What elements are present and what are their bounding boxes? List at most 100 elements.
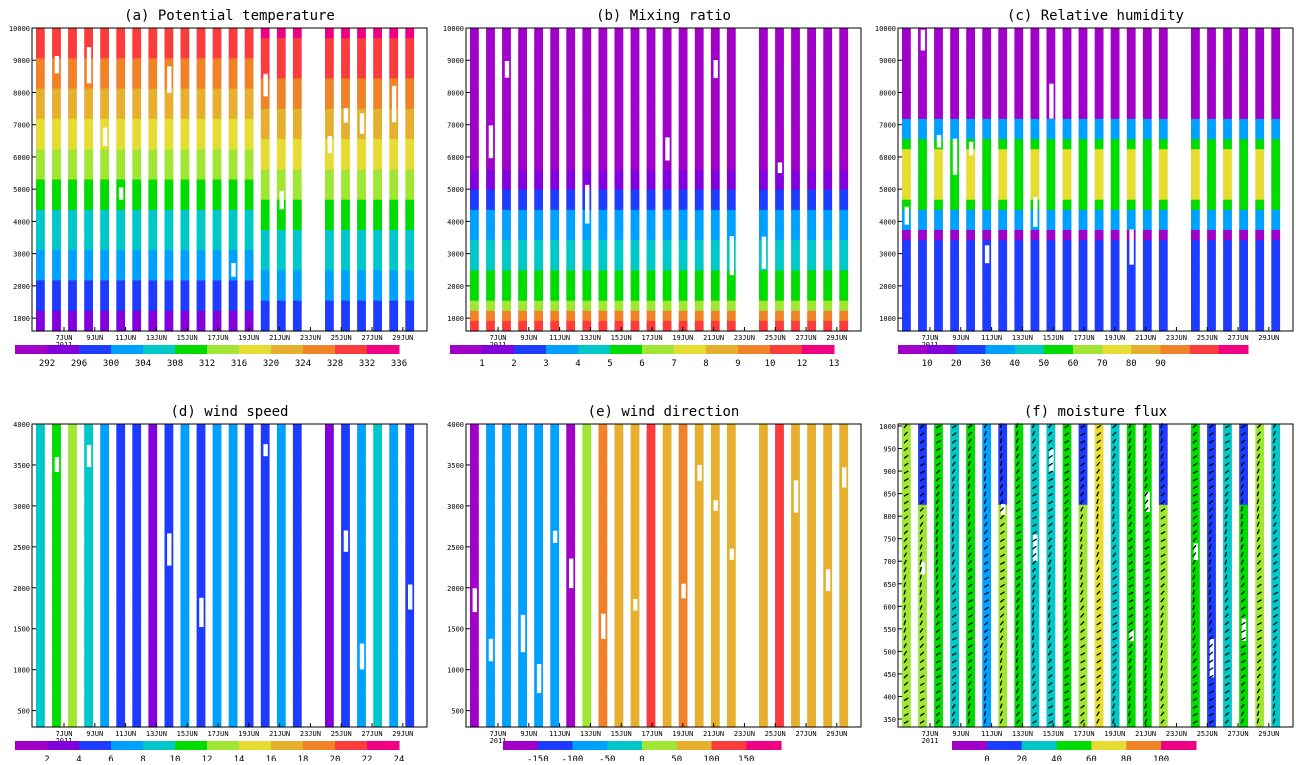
data-cell bbox=[966, 159, 975, 170]
data-cell bbox=[277, 656, 286, 667]
data-cell bbox=[950, 291, 959, 302]
data-cell bbox=[341, 687, 350, 698]
data-cell bbox=[934, 38, 943, 49]
data-cell bbox=[1079, 159, 1088, 170]
data-cell bbox=[550, 505, 559, 516]
data-cell bbox=[1031, 291, 1040, 302]
data-cell bbox=[695, 301, 704, 312]
data-cell bbox=[470, 485, 479, 496]
data-cell bbox=[470, 99, 479, 110]
data-cell bbox=[663, 48, 672, 59]
data-cell bbox=[486, 717, 495, 728]
data-cell bbox=[566, 301, 575, 312]
data-cell bbox=[197, 250, 206, 261]
data-cell bbox=[950, 717, 959, 728]
data-cell bbox=[116, 89, 125, 100]
missing-data bbox=[231, 263, 235, 277]
data-cell bbox=[52, 697, 61, 708]
panel-b: (b) Mixing ratio100009000800070006000500… bbox=[443, 8, 861, 369]
y-tick-label: 1000 bbox=[447, 315, 464, 323]
data-cell bbox=[100, 505, 109, 516]
data-cell bbox=[1255, 210, 1264, 221]
data-cell bbox=[582, 240, 591, 251]
data-cell bbox=[1095, 586, 1104, 597]
data-cell bbox=[1079, 505, 1088, 516]
data-cell bbox=[695, 535, 704, 546]
data-cell bbox=[615, 99, 624, 110]
missing-data bbox=[521, 615, 525, 652]
data-cell bbox=[261, 149, 270, 160]
data-cell bbox=[647, 230, 656, 241]
data-cell bbox=[470, 687, 479, 698]
data-cell bbox=[1207, 159, 1216, 170]
data-cell bbox=[679, 79, 688, 90]
data-cell bbox=[52, 656, 61, 667]
data-cell bbox=[727, 444, 736, 455]
data-cell bbox=[679, 38, 688, 49]
data-cell bbox=[695, 424, 704, 435]
data-cell bbox=[52, 79, 61, 90]
data-cell bbox=[1271, 717, 1280, 728]
data-cell bbox=[213, 260, 222, 271]
data-cell bbox=[148, 281, 157, 292]
data-cell bbox=[213, 596, 222, 607]
data-cell bbox=[229, 169, 238, 180]
data-cell bbox=[68, 190, 77, 201]
data-cell bbox=[615, 68, 624, 79]
data-cell bbox=[982, 687, 991, 698]
data-cell bbox=[1159, 515, 1168, 526]
data-cell bbox=[1095, 200, 1104, 211]
data-cell bbox=[36, 230, 45, 241]
data-cell bbox=[229, 666, 238, 677]
data-cell bbox=[1159, 240, 1168, 251]
data-cell bbox=[599, 697, 608, 708]
data-cell bbox=[934, 525, 943, 536]
data-cell bbox=[998, 646, 1007, 657]
data-cell bbox=[550, 687, 559, 698]
data-cell bbox=[663, 311, 672, 322]
data-cell bbox=[132, 119, 141, 130]
data-cell bbox=[918, 606, 927, 617]
data-cell bbox=[615, 79, 624, 90]
data-cell bbox=[1239, 535, 1248, 546]
data-cell bbox=[679, 424, 688, 435]
data-cell bbox=[615, 535, 624, 546]
x-tick-label: 11JUN bbox=[549, 730, 570, 738]
data-cell bbox=[357, 28, 366, 39]
data-cell bbox=[36, 99, 45, 110]
data-cell bbox=[502, 240, 511, 251]
data-cell bbox=[277, 270, 286, 281]
data-cell bbox=[36, 485, 45, 496]
missing-data bbox=[263, 74, 267, 97]
data-cell bbox=[918, 311, 927, 322]
data-cell bbox=[148, 28, 157, 39]
data-cell bbox=[566, 596, 575, 607]
data-cell bbox=[1079, 89, 1088, 100]
data-cell bbox=[791, 220, 800, 231]
data-cell bbox=[1143, 717, 1152, 728]
data-cell bbox=[52, 210, 61, 221]
data-cell bbox=[373, 505, 382, 516]
data-cell bbox=[100, 656, 109, 667]
data-cell bbox=[775, 38, 784, 49]
data-cell bbox=[839, 190, 848, 201]
data-cell bbox=[615, 656, 624, 667]
data-cell bbox=[213, 495, 222, 506]
data-cell bbox=[1047, 565, 1056, 576]
data-cell bbox=[1239, 89, 1248, 100]
data-cell bbox=[759, 535, 768, 546]
data-cell bbox=[36, 180, 45, 191]
data-cell bbox=[934, 535, 943, 546]
data-cell bbox=[1031, 424, 1040, 435]
data-cell bbox=[727, 291, 736, 302]
data-cell bbox=[357, 424, 366, 435]
data-cell bbox=[470, 230, 479, 241]
data-cell bbox=[823, 260, 832, 271]
data-cell bbox=[1014, 555, 1023, 566]
data-cell bbox=[534, 260, 543, 271]
data-cell bbox=[566, 58, 575, 69]
data-cell bbox=[631, 129, 640, 140]
data-cell bbox=[132, 99, 141, 110]
missing-data bbox=[953, 139, 957, 175]
data-cell bbox=[1191, 576, 1200, 587]
